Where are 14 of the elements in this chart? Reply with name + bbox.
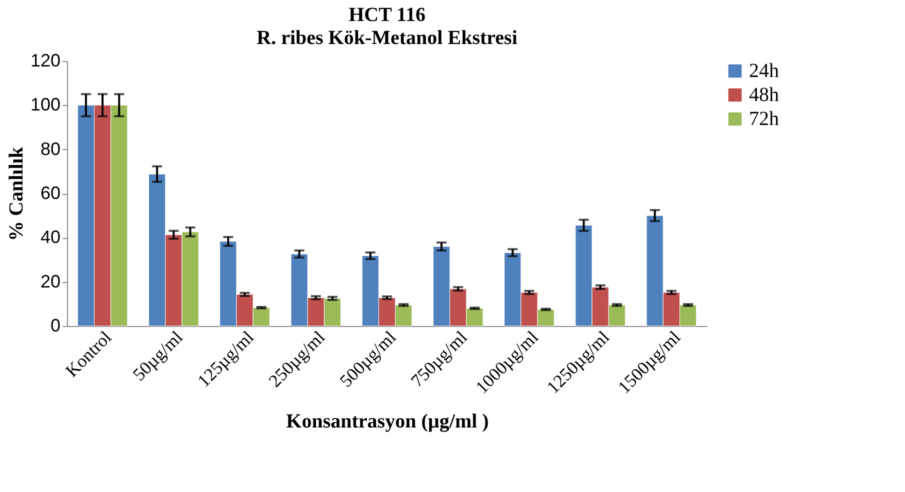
- y-tick-label: 120: [30, 50, 60, 70]
- y-tick-label: 40: [40, 227, 60, 248]
- legend-label: 48h: [749, 84, 779, 106]
- y-tick-label: 0: [50, 316, 60, 336]
- x-axis-title: Konsantrasyon (µg/ml ): [286, 410, 489, 432]
- y-tick-label: 60: [40, 183, 60, 203]
- legend-label: 72h: [749, 108, 779, 130]
- chart-title: HCT 116: [348, 4, 426, 26]
- y-axis-title: % Canlılık: [5, 146, 28, 241]
- y-tick-label: 100: [30, 94, 60, 115]
- chart-subtitle: R. ribes Kök-Metanol Ekstresi: [256, 27, 518, 49]
- y-tick-label: 80: [40, 138, 60, 159]
- y-tick-label: 20: [40, 271, 60, 292]
- legend-label: 24h: [749, 60, 779, 82]
